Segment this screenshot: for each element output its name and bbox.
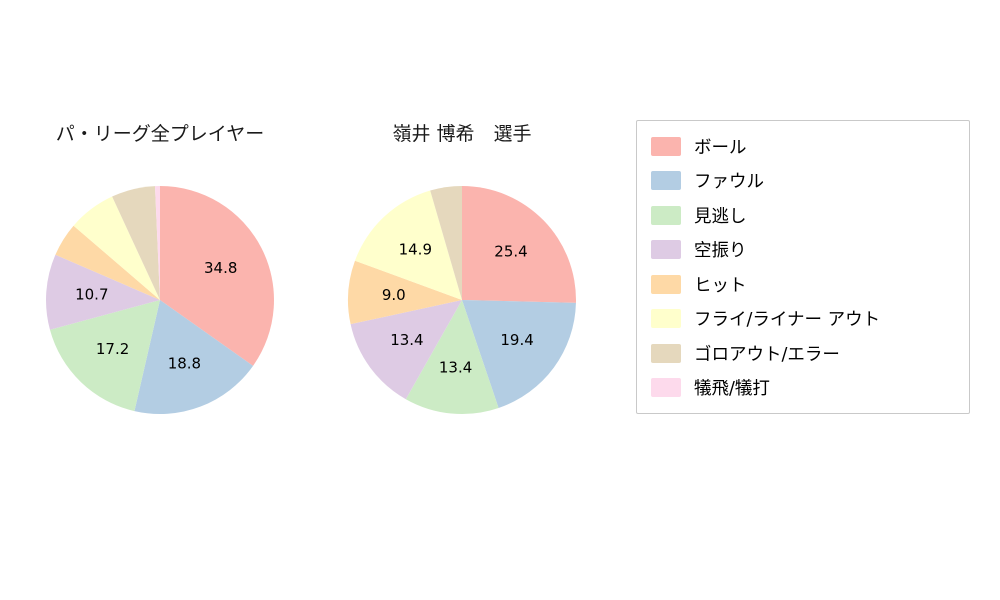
pie-slice-value-label: 9.0	[382, 286, 406, 304]
pie-slice-6	[112, 186, 160, 300]
legend-swatch	[651, 309, 681, 329]
pie-slice-5	[354, 190, 462, 300]
pie-slice-value-label: 13.4	[390, 331, 423, 349]
pie-slice-value-label: 17.2	[96, 340, 129, 358]
pie-slice-1	[462, 300, 576, 408]
pie-slice-value-label: 34.8	[204, 259, 237, 277]
pie-slice-3	[350, 300, 462, 400]
pie-slice-value-label: 10.7	[75, 286, 108, 304]
pie-chart-player: 嶺井 博希 選手 25.4 19.4 13.4 13.4 9.0 14.9	[346, 120, 578, 416]
legend-label: ボール	[694, 137, 747, 158]
legend-swatch	[651, 171, 681, 191]
legend-label: フライ/ライナー アウト	[694, 310, 881, 331]
legend-item: 犠飛/犠打	[637, 371, 969, 406]
legend-item: ファウル	[637, 164, 969, 199]
pie-slice-value-label: 13.4	[439, 359, 472, 377]
pie-slice-value-label: 14.9	[399, 241, 432, 259]
legend-label: ヒット	[694, 275, 747, 296]
legend-label: ファウル	[694, 172, 764, 193]
legend-item: ボール	[637, 129, 969, 164]
pie-slice-value-label: 19.4	[500, 331, 533, 349]
pie-chart-league: パ・リーグ全プレイヤー 34.8 18.8 17.2 10.7	[44, 120, 276, 416]
legend-item: フライ/ライナー アウト	[637, 302, 969, 337]
legend-item: 空振り	[637, 233, 969, 268]
pie-slice-value-label: 25.4	[494, 243, 527, 261]
legend-item: 見逃し	[637, 198, 969, 233]
legend-label: ゴロアウト/エラー	[694, 344, 840, 365]
pie-slice-6	[430, 186, 462, 300]
pie-slice-4	[347, 260, 462, 325]
pie-slice-0	[462, 186, 576, 303]
legend-swatch	[651, 136, 681, 156]
pie-slice-7	[154, 186, 160, 300]
legend-item: ヒット	[637, 267, 969, 302]
pie-slice-5	[73, 196, 160, 300]
legend-swatch	[651, 343, 681, 363]
pie-slice-3	[46, 254, 160, 330]
legend-item: ゴロアウト/エラー	[637, 336, 969, 371]
pie-slice-2	[405, 300, 499, 415]
pie-slice-1	[134, 300, 254, 415]
legend-swatch	[651, 240, 681, 260]
legend-swatch	[651, 274, 681, 294]
pie-slice-4	[55, 225, 160, 300]
pie-slice-0	[160, 186, 274, 366]
legend: ボールファウル見逃し空振りヒットフライ/ライナー アウト ゴロアウト/エラー 犠飛/…	[636, 120, 970, 414]
chart-title-league: パ・リーグ全プレイヤー	[55, 123, 265, 145]
pie-player-svg: 25.4 19.4 13.4 13.4 9.0 14.9	[347, 186, 576, 415]
pie-slice-value-label: 18.8	[168, 354, 201, 372]
legend-swatch	[651, 378, 681, 398]
legend-label: 空振り	[694, 241, 747, 262]
legend-label: 見逃し	[694, 206, 747, 227]
pie-slice-2	[49, 300, 161, 412]
legend-swatch	[651, 205, 681, 225]
legend-label: 犠飛/犠打	[694, 379, 770, 400]
pie-league-svg: 34.8 18.8 17.2 10.7	[46, 186, 274, 415]
chart-title-player: 嶺井 博希 選手	[392, 123, 532, 145]
